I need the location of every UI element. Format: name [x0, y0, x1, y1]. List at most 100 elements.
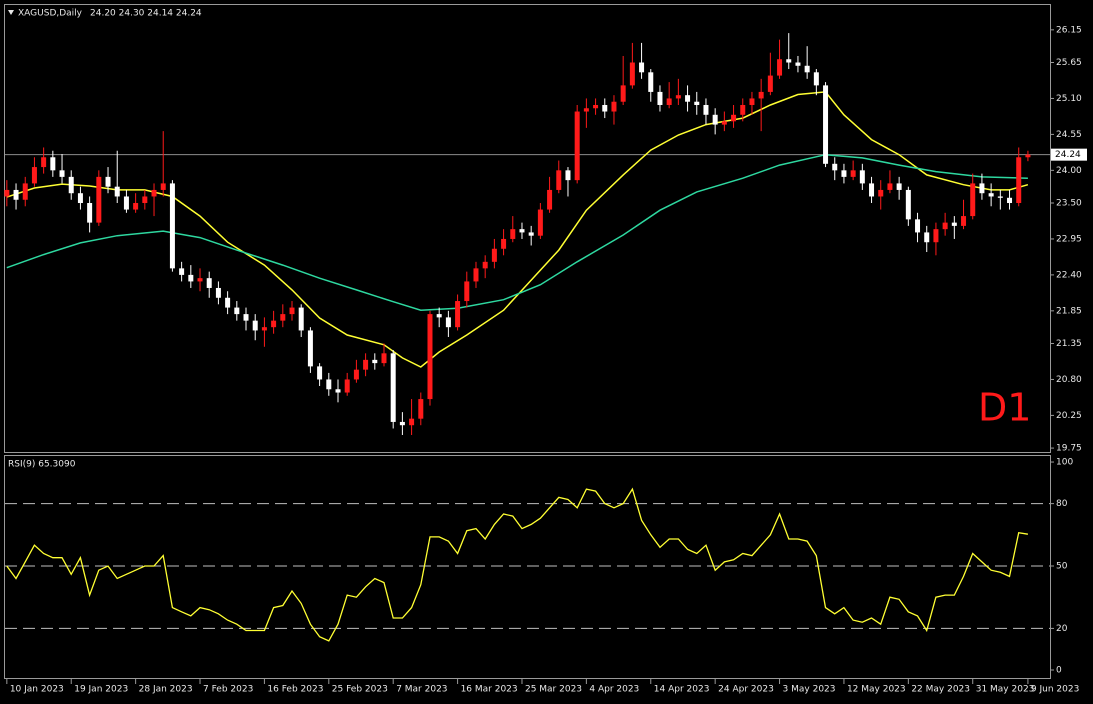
moving-average	[6, 91, 1029, 368]
candle-body	[933, 229, 939, 243]
candle-body	[924, 232, 930, 243]
candle-body	[510, 229, 516, 239]
candle-body	[280, 314, 286, 321]
candle-body	[611, 101, 617, 112]
rsi-line	[6, 487, 1029, 642]
candle-body	[105, 176, 111, 187]
candle-body	[114, 186, 120, 197]
y-tick-label: 50	[1056, 562, 1068, 572]
candle-body	[694, 101, 700, 105]
candle-body	[685, 95, 691, 102]
y-tick-label: 20.25	[1056, 411, 1082, 421]
y-tick-label: 21.35	[1056, 339, 1082, 349]
price-panel-frame	[4, 4, 1051, 453]
candle-body	[77, 193, 83, 204]
candle-body	[390, 353, 396, 422]
y-tick-label: 20.80	[1056, 375, 1082, 385]
candle-body	[399, 421, 405, 426]
candle-body	[850, 170, 856, 177]
candle-body	[1007, 197, 1013, 204]
candle-body	[225, 297, 231, 308]
candle-body	[979, 183, 985, 194]
candle-body	[13, 189, 19, 200]
x-tick-label: 25 Mar 2023	[525, 685, 582, 695]
candle-body	[31, 167, 37, 184]
candle-body	[271, 320, 277, 328]
candle-body	[123, 196, 129, 210]
candle-body	[712, 114, 718, 125]
candle-body	[160, 183, 166, 190]
candle-body	[436, 314, 442, 318]
candle-body	[418, 399, 424, 419]
candle-body	[675, 95, 681, 99]
candle-body	[813, 72, 819, 86]
candle-body	[519, 229, 525, 233]
candle-body	[767, 75, 773, 92]
menu-arrow[interactable]	[8, 10, 14, 15]
candle-body	[87, 203, 93, 223]
candle-body	[629, 62, 635, 86]
candle-body	[482, 261, 488, 269]
candle-body	[234, 307, 240, 315]
candle-body	[179, 268, 185, 275]
candle-body	[455, 301, 461, 328]
candle-body	[951, 222, 957, 226]
y-tick-label: 26.15	[1056, 25, 1082, 35]
ohlc-label: 24.20 24.30 24.14 24.24	[90, 9, 202, 19]
candle-body	[758, 91, 764, 99]
candle-body	[363, 359, 369, 370]
x-tick-label: 14 Apr 2023	[654, 685, 710, 695]
y-tick-label: 24.00	[1056, 166, 1082, 176]
candle-body	[59, 170, 65, 177]
moving-average	[6, 153, 1028, 311]
y-tick-label: 25.65	[1056, 58, 1082, 68]
candle-body	[841, 170, 847, 177]
candle-body	[832, 163, 838, 171]
candle-body	[602, 104, 608, 112]
candle-body	[786, 59, 792, 63]
candle-body	[243, 314, 249, 321]
last-price-label: 24.24	[1055, 150, 1081, 160]
x-tick-label: 10 Jan 2023	[10, 685, 64, 695]
candle-body	[317, 366, 323, 380]
y-tick-label: 25.10	[1056, 94, 1082, 104]
candle-body	[252, 320, 258, 331]
candle-body	[740, 104, 746, 115]
candle-body	[666, 98, 672, 105]
x-tick-label: 19 Jan 2023	[74, 685, 128, 695]
candle-body	[749, 98, 755, 105]
x-tick-label: 16 Feb 2023	[267, 685, 323, 695]
candle-body	[169, 183, 175, 269]
x-tick-label: 7 Mar 2023	[396, 685, 447, 695]
candle-body	[997, 196, 1003, 198]
y-tick-label: 23.50	[1056, 199, 1082, 209]
candle-body	[326, 379, 332, 390]
candle-body	[657, 91, 663, 105]
candle-body	[887, 183, 893, 190]
candle-body	[823, 85, 829, 164]
candle-body	[133, 203, 139, 210]
candle-body	[915, 219, 921, 233]
last-price-box	[1051, 148, 1087, 161]
candle-body	[869, 183, 875, 197]
candle-body	[22, 183, 28, 200]
y-tick-label: 22.40	[1056, 270, 1082, 280]
y-tick-label: 19.75	[1056, 444, 1082, 454]
y-tick-label: 0	[1056, 665, 1062, 675]
candle-body	[289, 307, 295, 315]
x-tick-label: 24 Apr 2023	[718, 685, 774, 695]
candle-body	[648, 72, 654, 92]
timeframe-label: D1	[978, 386, 1031, 430]
candle-body	[381, 353, 387, 364]
candle-body	[1016, 157, 1022, 204]
candle-body	[896, 183, 902, 190]
x-tick-label: 25 Feb 2023	[332, 685, 388, 695]
candle-body	[353, 369, 359, 380]
x-tick-label: 31 May 2023	[976, 685, 1035, 695]
candle-body	[565, 170, 571, 181]
y-tick-label: 21.85	[1056, 306, 1082, 316]
candle-body	[537, 209, 543, 236]
